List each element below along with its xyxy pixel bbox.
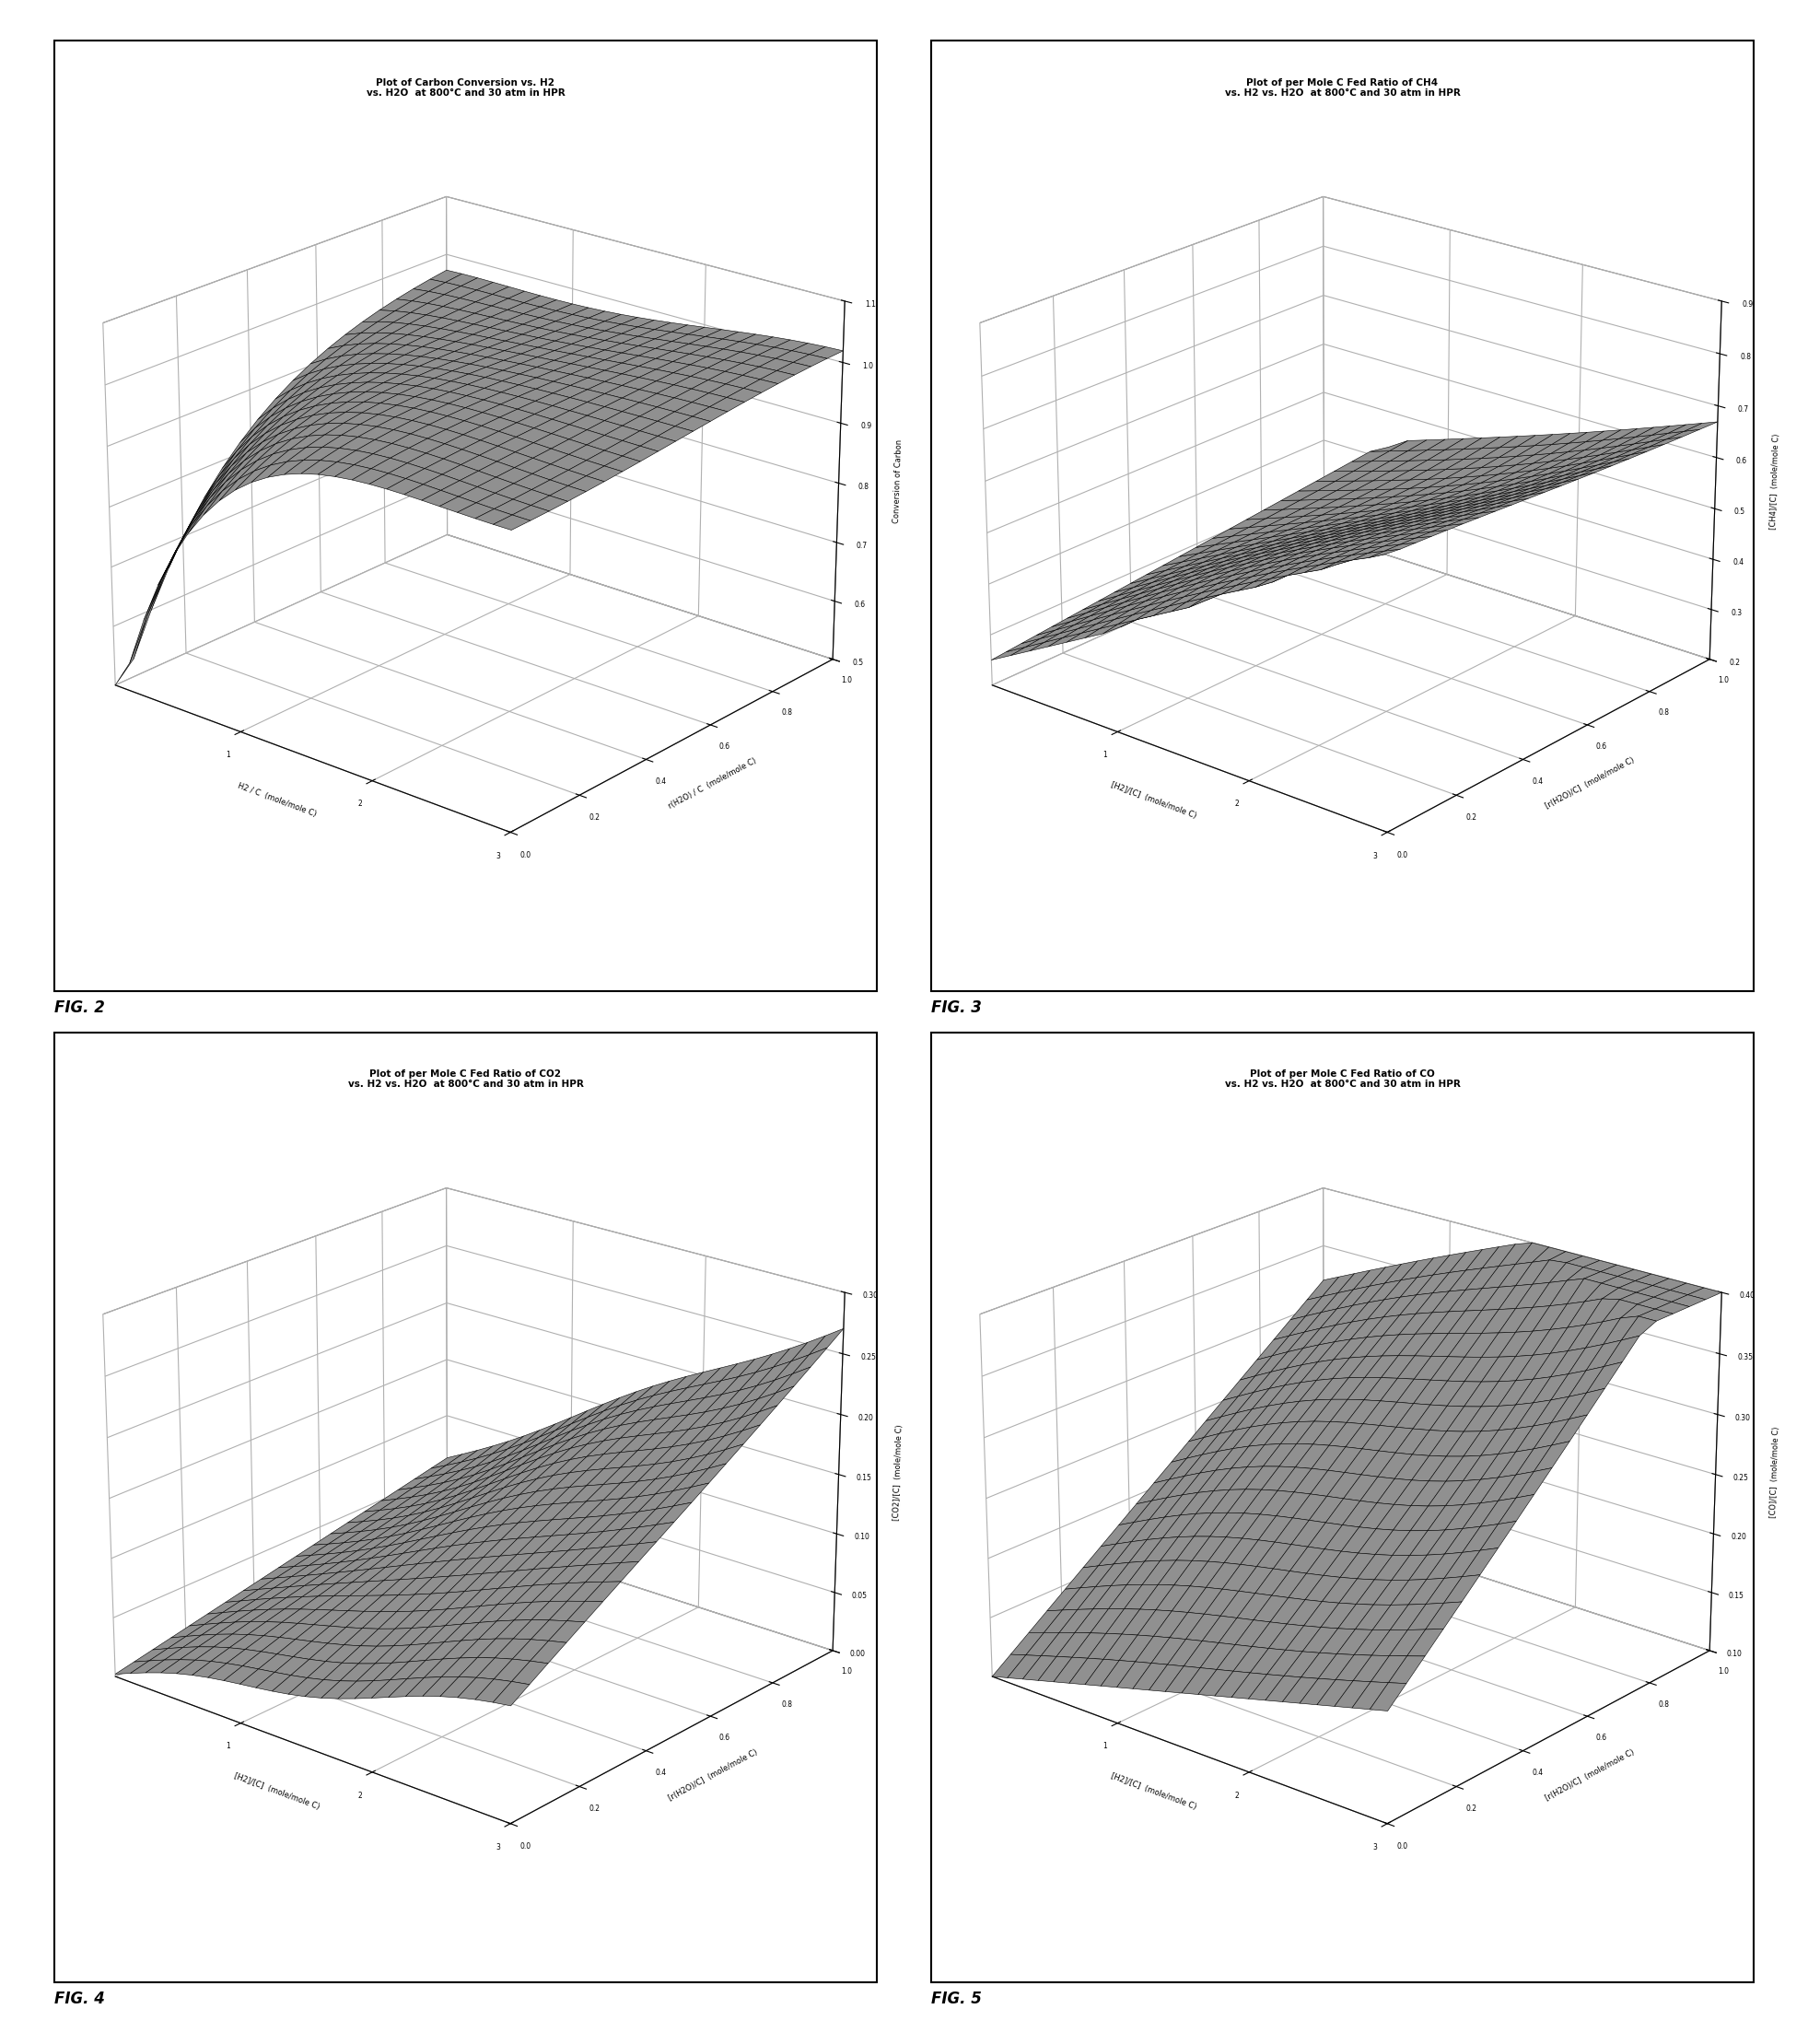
Y-axis label: [r(H2O)/C]  (mole/mole C): [r(H2O)/C] (mole/mole C)	[667, 1748, 759, 1803]
X-axis label: [H2]/[C]  (mole/mole C): [H2]/[C] (mole/mole C)	[1110, 1772, 1197, 1811]
Title: Plot of per Mole C Fed Ratio of CO2
vs. H2 vs. H2O  at 800°C and 30 atm in HPR: Plot of per Mole C Fed Ratio of CO2 vs. …	[347, 1069, 584, 1089]
Title: Plot of Carbon Conversion vs. H2
vs. H2O  at 800°C and 30 atm in HPR: Plot of Carbon Conversion vs. H2 vs. H2O…	[367, 78, 564, 98]
Title: Plot of per Mole C Fed Ratio of CO
vs. H2 vs. H2O  at 800°C and 30 atm in HPR: Plot of per Mole C Fed Ratio of CO vs. H…	[1224, 1069, 1461, 1089]
Y-axis label: r(H2O) / C  (mole/mole C): r(H2O) / C (mole/mole C)	[667, 756, 758, 811]
X-axis label: [H2]/[C]  (mole/mole C): [H2]/[C] (mole/mole C)	[1110, 781, 1197, 820]
Y-axis label: [r(H2O)/C]  (mole/mole C): [r(H2O)/C] (mole/mole C)	[1544, 756, 1636, 811]
X-axis label: [H2]/[C]  (mole/mole C): [H2]/[C] (mole/mole C)	[233, 1772, 320, 1811]
Text: FIG. 5: FIG. 5	[931, 1991, 982, 2007]
X-axis label: H2 / C  (mole/mole C): H2 / C (mole/mole C)	[237, 783, 316, 820]
Text: FIG. 4: FIG. 4	[54, 1991, 105, 2007]
Text: FIG. 2: FIG. 2	[54, 1000, 105, 1016]
Text: FIG. 3: FIG. 3	[931, 1000, 982, 1016]
Title: Plot of per Mole C Fed Ratio of CH4
vs. H2 vs. H2O  at 800°C and 30 atm in HPR: Plot of per Mole C Fed Ratio of CH4 vs. …	[1224, 78, 1461, 98]
Y-axis label: [r(H2O)/C]  (mole/mole C): [r(H2O)/C] (mole/mole C)	[1544, 1748, 1636, 1803]
